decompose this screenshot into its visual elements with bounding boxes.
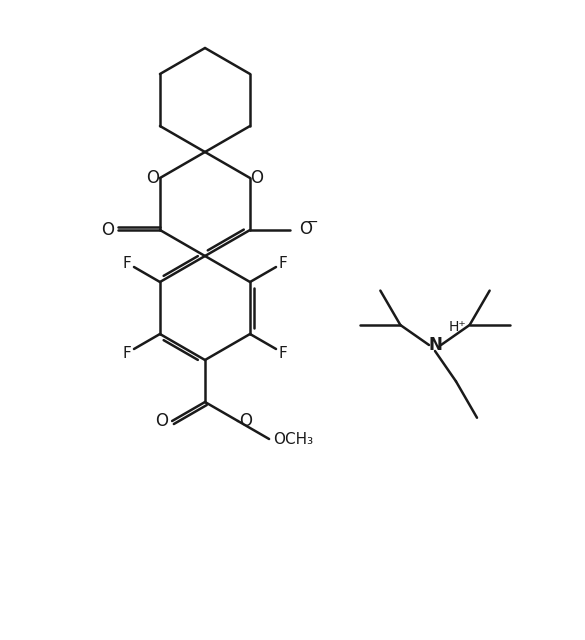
Text: F: F — [278, 346, 287, 360]
Text: O: O — [299, 220, 312, 238]
Text: N: N — [428, 336, 442, 354]
Text: F: F — [123, 346, 132, 360]
Text: F: F — [123, 255, 132, 271]
Text: F: F — [278, 255, 287, 271]
Text: O: O — [250, 169, 263, 187]
Text: O: O — [239, 412, 252, 430]
Text: O: O — [146, 169, 160, 187]
Text: −: − — [306, 215, 318, 229]
Text: H⁺: H⁺ — [448, 320, 466, 334]
Text: O: O — [101, 221, 115, 239]
Text: OCH₃: OCH₃ — [273, 431, 313, 447]
Text: O: O — [156, 412, 168, 430]
